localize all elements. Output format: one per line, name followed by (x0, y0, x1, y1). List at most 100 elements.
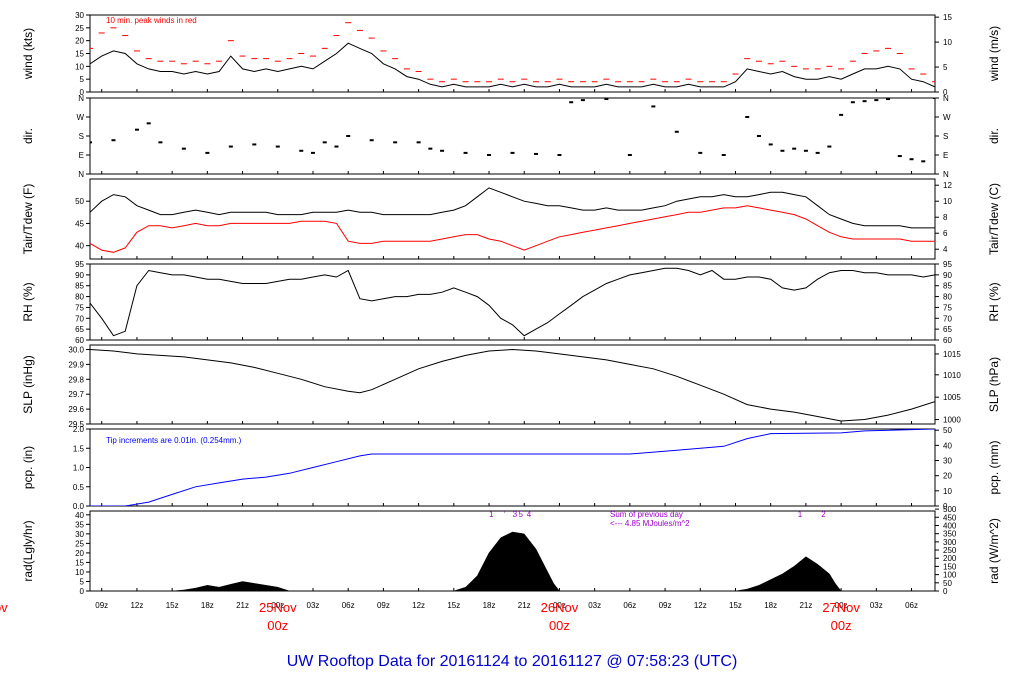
x-tick-label: 09z (95, 601, 108, 610)
y-tick-label-right: 450 (943, 513, 957, 522)
y-tick-label-right: 5 (943, 63, 948, 72)
direction-point (569, 101, 574, 104)
y-tick-label-right: 350 (943, 530, 957, 539)
y-tick-label-right: 80 (943, 293, 952, 302)
y-tick-label-right: 4 (943, 245, 948, 254)
y-tick-label-left: W (76, 113, 84, 122)
plot-area (90, 98, 935, 163)
y-tick-label-right: 250 (943, 546, 957, 555)
y-tick-label-left: 29.7 (68, 390, 84, 399)
y-tick-label-left: 45 (75, 219, 84, 228)
direction-point (604, 98, 609, 101)
panel-temp: 40 45 50 4 6 8 10 12 Tair/Tdew (F) Tair/Tdew (C) (21, 178, 1001, 260)
x-tick-label: 00z (271, 601, 284, 610)
panel-pcp: 0.0 0.5 1.0 1.5 2.0 0 10 20 30 40 50 pcp. (in) pcp. … (21, 425, 1001, 511)
x-tick-label: 18z (483, 601, 496, 610)
y-axis-label-right: RH (%) (987, 282, 1001, 321)
panel-frame (89, 344, 936, 425)
direction-point (310, 151, 315, 154)
x-tick-label: 15z (166, 601, 179, 610)
direction-point (815, 151, 820, 154)
y-tick-label-right: 12 (943, 181, 952, 190)
panel-frame (89, 178, 936, 260)
y-tick-label-left: 29.5 (68, 420, 84, 429)
day-time-label: 00z (549, 618, 570, 633)
y-tick-label-left: 10 (75, 568, 84, 577)
y-axis-label-left: Tair/Tdew (F) (21, 184, 35, 255)
y-tick-label-left: 25 (75, 24, 84, 33)
y-tick-label-left: 2.0 (73, 425, 85, 434)
radiation-sum-label: Sum of previous day (610, 510, 683, 519)
y-tick-label-right: 1015 (943, 350, 961, 359)
y-axis-label-right: dir. (987, 128, 1001, 144)
x-tick-label: 21z (799, 601, 812, 610)
y-tick-label-left: 30 (75, 530, 84, 539)
series-line-0 (90, 267, 935, 337)
x-tick-label: 09z (659, 601, 672, 610)
x-tick-label: 06z (905, 601, 918, 610)
y-tick-label-right: 0 (943, 88, 948, 97)
y-axis-label-left: wind (kts) (21, 28, 35, 80)
direction-point (721, 154, 726, 156)
panel-frame (89, 263, 936, 341)
y-tick-label-right: S (943, 132, 948, 141)
y-tick-label-left: N (78, 94, 84, 103)
y-tick-label-right: 8 (943, 213, 948, 222)
x-tick-label: 03z (870, 601, 883, 610)
y-tick-label-left: 20 (75, 37, 84, 46)
y-axis-label-left: rad(Lgly/hr) (21, 520, 35, 581)
y-axis-label-left: pcp. (in) (21, 446, 35, 489)
y-tick-label-left: 85 (75, 282, 84, 291)
direction-point (440, 149, 445, 152)
radiation-area (172, 531, 842, 591)
y-tick-label-left: 10 (75, 62, 84, 71)
plot-area (90, 429, 935, 506)
y-tick-label-right: 85 (943, 282, 952, 291)
day-date-label: 26Nov (541, 600, 579, 615)
y-tick-label-right: 0 (943, 587, 948, 596)
y-tick-label-left: 5 (80, 577, 85, 586)
series-line-0 (90, 348, 935, 422)
y-tick-label-left: 25 (75, 539, 84, 548)
direction-point (897, 155, 902, 158)
direction-point (909, 158, 914, 161)
direction-point (275, 145, 280, 148)
direction-point (651, 105, 656, 108)
y-tick-label-left: 29.6 (68, 405, 84, 414)
y-tick-label-left: 0.5 (73, 483, 85, 492)
direction-point (533, 152, 538, 155)
x-tick-label: 00z (835, 601, 848, 610)
direction-point (428, 147, 433, 150)
series-line-0 (90, 42, 935, 88)
panel-annotation: 10 min. peak winds in red (106, 16, 197, 25)
x-tick-label: 06z (342, 601, 355, 610)
y-tick-label-right: 1010 (943, 371, 961, 380)
y-tick-label-right: 500 (943, 505, 957, 514)
y-tick-label-right: 400 (943, 521, 957, 530)
y-tick-label-right: N (943, 170, 949, 179)
direction-point (580, 99, 585, 102)
direction-point (768, 143, 773, 146)
radiation-marker: 1 (798, 510, 803, 519)
direction-point (299, 149, 304, 152)
radiation-marker: 3 (513, 510, 518, 519)
y-tick-label-right: 100 (943, 571, 957, 580)
y-tick-label-right: 40 (943, 441, 952, 450)
x-tick-label: 21z (518, 601, 531, 610)
direction-point (674, 130, 679, 133)
direction-point (346, 135, 351, 137)
radiation-marker: 4 (527, 510, 532, 519)
panel-slp: 29.5 29.6 29.7 29.8 29.9 30.0 1000 1005 1010 1015… (21, 344, 1001, 429)
y-tick-label-right: 30 (943, 457, 952, 466)
time-axis: 09z 12z 15z 18z 21z 00z 03z 06z 09z 12z 15z 18z 21z 0… (0, 600, 918, 633)
y-tick-label-right: 10 (943, 197, 952, 206)
y-tick-label-right: 90 (943, 271, 952, 280)
y-tick-label-right: 6 (943, 229, 948, 238)
x-tick-label: 21z (236, 601, 249, 610)
y-tick-label-right: 60 (943, 336, 952, 345)
y-tick-label-left: S (79, 132, 84, 141)
series-line-1 (90, 205, 935, 253)
x-tick-label: 03z (588, 601, 601, 610)
direction-point (698, 151, 703, 154)
